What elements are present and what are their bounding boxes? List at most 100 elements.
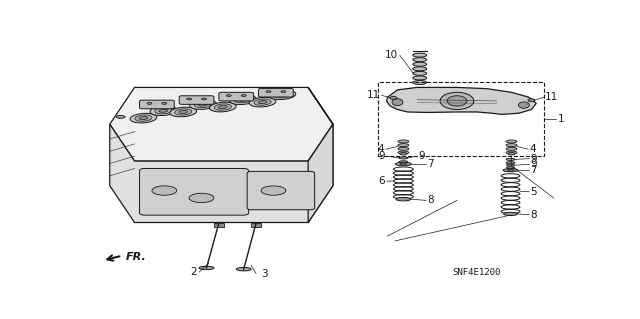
Text: 4: 4 — [378, 144, 384, 154]
Ellipse shape — [399, 157, 408, 159]
Text: 4: 4 — [529, 144, 536, 154]
Ellipse shape — [187, 98, 191, 100]
Polygon shape — [387, 87, 536, 115]
Ellipse shape — [195, 101, 212, 108]
Ellipse shape — [506, 144, 517, 147]
Text: 9: 9 — [531, 159, 537, 169]
Ellipse shape — [116, 115, 125, 118]
Ellipse shape — [198, 103, 207, 106]
Ellipse shape — [254, 99, 271, 105]
Ellipse shape — [162, 102, 167, 104]
Text: 11: 11 — [545, 92, 558, 102]
FancyBboxPatch shape — [179, 96, 214, 104]
FancyBboxPatch shape — [140, 168, 249, 215]
Ellipse shape — [413, 71, 427, 75]
Polygon shape — [110, 87, 333, 161]
Text: 1: 1 — [557, 114, 564, 124]
Ellipse shape — [396, 197, 411, 201]
Ellipse shape — [189, 193, 214, 203]
Ellipse shape — [218, 106, 227, 108]
Ellipse shape — [147, 102, 152, 104]
Ellipse shape — [159, 109, 168, 112]
Text: 11: 11 — [367, 90, 380, 100]
Ellipse shape — [274, 92, 291, 98]
Ellipse shape — [390, 96, 397, 100]
Text: 8: 8 — [428, 196, 434, 205]
Ellipse shape — [135, 115, 152, 121]
Text: 9: 9 — [531, 154, 537, 164]
Ellipse shape — [508, 169, 514, 171]
Text: 8: 8 — [531, 210, 537, 220]
Ellipse shape — [236, 267, 251, 271]
Text: 9: 9 — [419, 151, 425, 161]
Ellipse shape — [507, 167, 515, 169]
Ellipse shape — [399, 161, 408, 163]
Ellipse shape — [234, 97, 252, 103]
Ellipse shape — [503, 168, 518, 172]
Text: SNF4E1200: SNF4E1200 — [452, 268, 501, 277]
Bar — [378, 83, 544, 156]
Ellipse shape — [241, 94, 246, 96]
Ellipse shape — [398, 151, 409, 154]
FancyBboxPatch shape — [259, 88, 293, 97]
Ellipse shape — [214, 104, 232, 110]
Ellipse shape — [400, 152, 407, 155]
Ellipse shape — [249, 97, 276, 107]
Ellipse shape — [130, 113, 157, 123]
Ellipse shape — [506, 147, 517, 150]
Ellipse shape — [398, 147, 409, 150]
Ellipse shape — [400, 163, 407, 165]
Ellipse shape — [281, 91, 286, 93]
Ellipse shape — [278, 93, 287, 96]
Ellipse shape — [152, 186, 177, 195]
Ellipse shape — [139, 116, 148, 120]
Ellipse shape — [447, 96, 467, 106]
Ellipse shape — [398, 144, 409, 147]
Ellipse shape — [413, 62, 427, 66]
Ellipse shape — [508, 152, 515, 155]
Ellipse shape — [209, 102, 236, 112]
Text: 7: 7 — [531, 165, 537, 175]
Bar — [214, 223, 224, 227]
Text: 3: 3 — [261, 269, 268, 278]
Text: FR.: FR. — [125, 252, 147, 263]
Ellipse shape — [528, 99, 535, 102]
Ellipse shape — [506, 140, 517, 143]
Ellipse shape — [155, 108, 172, 114]
Bar — [251, 223, 261, 227]
Ellipse shape — [413, 67, 427, 71]
Text: 6: 6 — [378, 176, 385, 186]
Polygon shape — [110, 124, 333, 223]
Ellipse shape — [150, 106, 177, 115]
Ellipse shape — [199, 266, 214, 270]
Ellipse shape — [227, 94, 231, 96]
Ellipse shape — [170, 107, 196, 117]
FancyBboxPatch shape — [140, 100, 174, 109]
Ellipse shape — [413, 76, 427, 80]
Ellipse shape — [175, 109, 192, 115]
Ellipse shape — [238, 98, 247, 101]
Ellipse shape — [506, 162, 515, 164]
Ellipse shape — [261, 186, 286, 195]
Ellipse shape — [392, 99, 403, 106]
Ellipse shape — [440, 92, 474, 109]
Ellipse shape — [229, 95, 256, 105]
Ellipse shape — [258, 100, 267, 104]
Ellipse shape — [504, 212, 518, 216]
FancyBboxPatch shape — [219, 92, 253, 101]
Ellipse shape — [269, 90, 296, 100]
Ellipse shape — [506, 158, 515, 160]
Text: 7: 7 — [428, 159, 434, 169]
Text: 9: 9 — [378, 151, 385, 161]
Ellipse shape — [413, 80, 427, 85]
Ellipse shape — [506, 151, 517, 154]
Ellipse shape — [179, 110, 188, 114]
Ellipse shape — [396, 162, 412, 166]
Text: 10: 10 — [384, 50, 397, 61]
Text: 2: 2 — [190, 267, 196, 277]
Text: 5: 5 — [531, 187, 537, 197]
Ellipse shape — [413, 53, 427, 57]
FancyBboxPatch shape — [247, 171, 315, 210]
Ellipse shape — [413, 58, 427, 62]
Ellipse shape — [518, 102, 529, 108]
